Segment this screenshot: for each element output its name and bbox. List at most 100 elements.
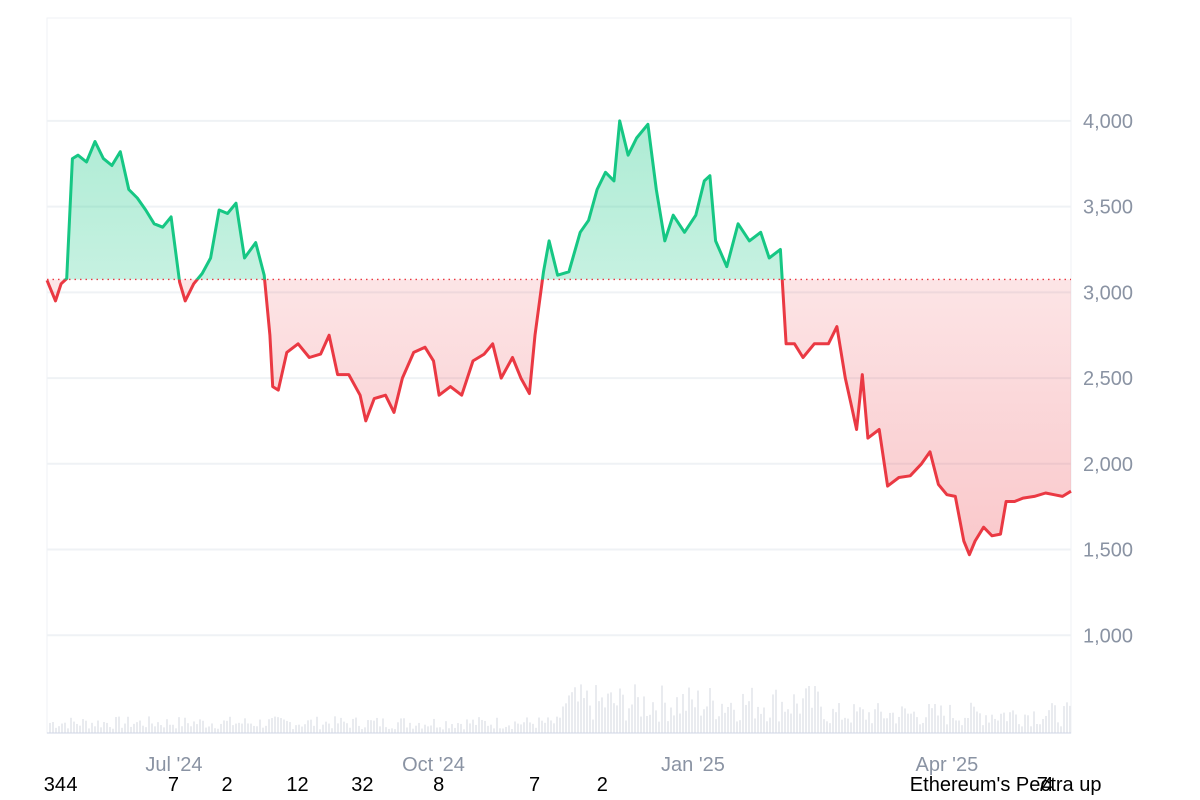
volume-bar	[199, 719, 201, 733]
volume-bar	[760, 713, 762, 733]
event-marker[interactable]: 34	[43, 774, 67, 796]
volume-bar	[841, 719, 843, 733]
volume-bar	[85, 720, 87, 733]
volume-bar	[511, 729, 513, 733]
volume-bar	[178, 717, 180, 733]
event-marker[interactable]: 7	[529, 774, 541, 796]
volume-bar	[805, 688, 807, 733]
volume-bar	[370, 720, 372, 733]
volume-bar	[628, 708, 630, 733]
volume-bar	[259, 719, 261, 733]
volume-bar	[670, 707, 672, 733]
event-marker[interactable]: 2	[596, 774, 608, 796]
volume-bar	[862, 709, 864, 733]
volume-bar	[502, 728, 504, 733]
volume-bar	[1006, 721, 1008, 733]
volume-bar	[1063, 706, 1065, 733]
volume-bar	[211, 723, 213, 733]
volume-bar	[103, 722, 105, 733]
volume-bar	[406, 727, 408, 733]
volume-bar	[97, 720, 99, 733]
volume-bar	[205, 727, 207, 733]
volume-bar	[292, 729, 294, 733]
volume-bar	[208, 726, 210, 733]
volume-bar	[736, 721, 738, 733]
volume-bar	[385, 727, 387, 733]
event-marker[interactable]: 4	[1042, 774, 1054, 796]
volume-bar	[445, 721, 447, 733]
volume-bar	[775, 689, 777, 733]
volume-bar	[343, 721, 345, 733]
volume-bar	[265, 725, 267, 733]
volume-bar	[535, 727, 537, 733]
volume-bar	[922, 722, 924, 733]
volume-bar	[1048, 710, 1050, 733]
volume-bar	[517, 723, 519, 733]
volume-bar	[256, 726, 258, 733]
volume-bar	[883, 718, 885, 733]
volume-bar	[160, 725, 162, 733]
volume-bar	[337, 723, 339, 733]
volume-bar	[1042, 719, 1044, 733]
volume-bar	[142, 725, 144, 733]
volume-bar	[145, 727, 147, 733]
volume-bar	[955, 720, 957, 733]
volume-bar	[751, 687, 753, 733]
volume-bar	[916, 717, 918, 733]
volume-bar	[157, 722, 159, 733]
event-marker[interactable]: 7	[1036, 774, 1048, 796]
y-tick-label: 1,000	[1083, 625, 1133, 647]
area-above-baseline	[65, 120, 783, 280]
volume-bar	[574, 687, 576, 733]
volume-bar	[490, 724, 492, 733]
volume-bar	[484, 720, 486, 733]
volume-bar	[283, 719, 285, 733]
volume-bar	[730, 702, 732, 733]
volume-bar	[541, 720, 543, 733]
volume-bar	[643, 696, 645, 733]
volume-bar	[649, 714, 651, 733]
volume-bar	[772, 694, 774, 733]
event-marker[interactable]: 4	[66, 774, 78, 796]
volume-bar	[1009, 712, 1011, 733]
volume-bar	[349, 727, 351, 733]
volume-bar	[904, 708, 906, 733]
volume-bar	[880, 711, 882, 733]
volume-bar	[907, 713, 909, 733]
volume-bar	[757, 706, 759, 733]
volume-bar	[268, 719, 270, 733]
volume-bar	[1039, 724, 1041, 733]
volume-bar	[871, 723, 873, 733]
volume-bar	[61, 723, 63, 733]
volume-bar	[352, 718, 354, 733]
event-marker[interactable]: 2	[221, 774, 233, 796]
volume-bar	[121, 727, 123, 733]
event-marker[interactable]: 7	[167, 774, 180, 796]
volume-bar	[895, 723, 897, 733]
volume-bar	[997, 720, 999, 733]
volume-bar	[508, 725, 510, 733]
volume-bar	[601, 697, 603, 733]
area-fills	[47, 120, 1071, 555]
event-marker[interactable]: 8	[433, 774, 445, 796]
volume-bar	[889, 712, 891, 733]
volume-bar	[520, 724, 522, 733]
volume-bar	[340, 717, 342, 733]
volume-bar	[802, 698, 804, 733]
volume-bar	[754, 718, 756, 733]
volume-bar	[58, 726, 60, 733]
volume-bar	[475, 724, 477, 733]
event-marker[interactable]: Ethereum's Pectra up	[909, 774, 1102, 796]
volume-bar	[478, 717, 480, 733]
volume-bar	[328, 723, 330, 733]
volume-bar	[457, 723, 459, 733]
volume-bar	[694, 707, 696, 733]
volume-bar	[1054, 705, 1056, 733]
volume-bar	[493, 728, 495, 733]
volume-bar	[400, 718, 402, 733]
volume-bar	[322, 724, 324, 733]
volume-bar	[793, 694, 795, 733]
volume-bar	[304, 724, 306, 733]
event-marker[interactable]: 12	[286, 774, 309, 796]
event-marker[interactable]: 32	[351, 774, 374, 796]
